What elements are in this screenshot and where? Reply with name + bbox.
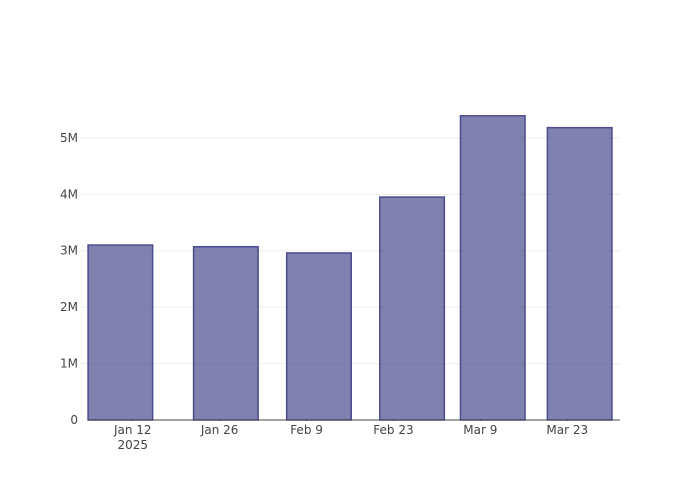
bar <box>87 244 154 421</box>
bar <box>379 196 446 421</box>
y-tick-label: 5M <box>60 131 78 145</box>
x-tick-label-line: Feb 23 <box>373 423 413 437</box>
y-tick-label: 3M <box>60 244 78 258</box>
y-tick-label: 1M <box>60 357 78 371</box>
x-tick-label-line: Feb 9 <box>290 423 323 437</box>
x-tick-label: Feb 23 <box>373 423 413 437</box>
bar <box>285 252 352 421</box>
x-tick-label: Mar 9 <box>463 423 497 437</box>
x-tick-label-line: Jan 26 <box>200 423 239 437</box>
x-tick-label: Feb 9 <box>290 423 323 437</box>
x-tick-label: Mar 23 <box>546 423 588 437</box>
x-tick-label-line: Mar 23 <box>546 423 588 437</box>
y-tick-label: 2M <box>60 300 78 314</box>
bar <box>192 245 259 421</box>
x-tick-label: Jan 26 <box>200 423 239 437</box>
x-tick-label-line: 2025 <box>117 438 148 452</box>
y-tick-label: 0 <box>70 413 78 427</box>
y-tick-label: 4M <box>60 187 78 201</box>
bar <box>546 126 613 421</box>
x-tick-label-line: Mar 9 <box>463 423 497 437</box>
x-tick-label: Jan 12 2025 <box>113 423 152 452</box>
bar <box>459 115 526 421</box>
x-tick-label-line: Jan 12 <box>113 423 152 437</box>
